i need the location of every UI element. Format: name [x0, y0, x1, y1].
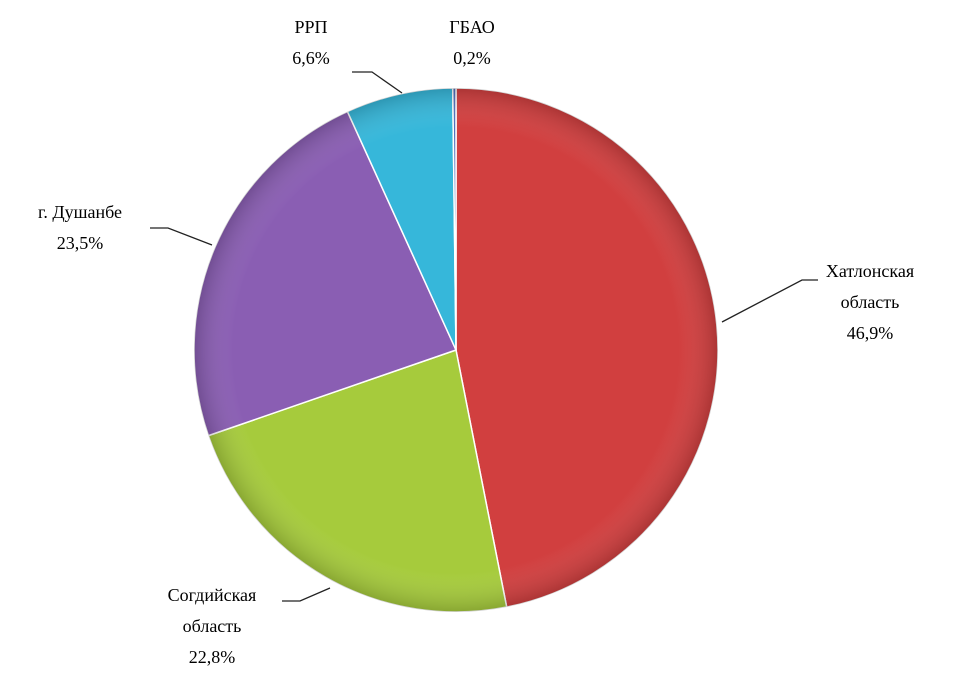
value-label: 6,6% — [292, 48, 330, 68]
value-label: 22,8% — [188, 647, 236, 667]
leader-line — [352, 71, 403, 94]
leader-line — [150, 227, 213, 246]
data-label: РРП 6,6% — [256, 12, 366, 74]
category-label: ГБАО — [449, 17, 495, 37]
value-label: 0,2% — [453, 48, 491, 68]
data-label: Хатлонская область 46,9% — [815, 256, 925, 349]
leader-lines — [150, 71, 818, 602]
value-label: 23,5% — [56, 233, 104, 253]
slices — [193, 87, 719, 613]
category-label: Хатлонская область — [825, 261, 915, 312]
category-label: Согдийская область — [167, 585, 257, 636]
category-label: РРП — [294, 17, 328, 37]
leader-line — [721, 279, 818, 323]
leader-line — [282, 587, 331, 602]
data-label: ГБАО 0,2% — [417, 12, 527, 74]
data-label: г. Душанбе 23,5% — [5, 197, 155, 259]
pie-slice — [455, 87, 719, 608]
data-label: Согдийская область 22,8% — [157, 580, 267, 673]
value-label: 46,9% — [846, 323, 894, 343]
category-label: г. Душанбе — [37, 202, 123, 222]
